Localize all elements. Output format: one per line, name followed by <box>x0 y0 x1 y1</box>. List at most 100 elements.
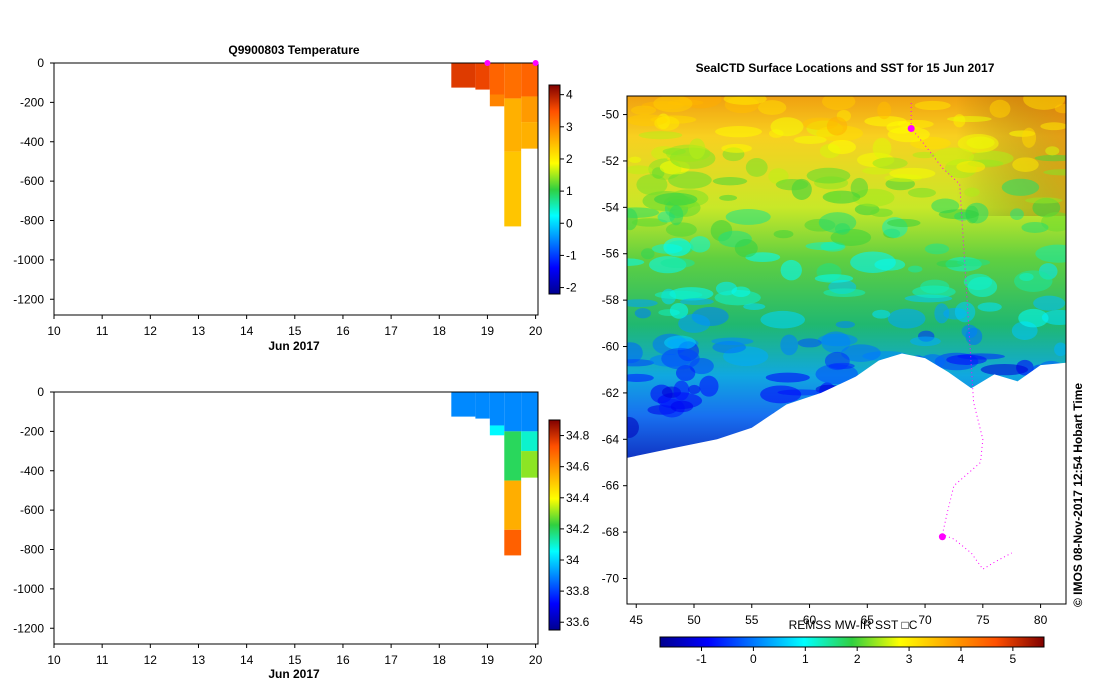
map-colorbar-label: REMSS MW-IR SST □C <box>789 618 918 632</box>
map-colorbar-tick-label: 0 <box>750 652 757 666</box>
lat-tick-label: -70 <box>602 571 620 585</box>
profile-cell <box>521 122 538 149</box>
profile-cell <box>521 96 538 123</box>
y-tick-label: -1000 <box>13 582 44 596</box>
sst-patch <box>966 136 995 149</box>
sst-map-panel: SealCTD Surface Locations and SST for 15… <box>602 61 1085 666</box>
profile-cell <box>475 63 490 90</box>
colorbar-tick-label: 34.2 <box>566 522 590 536</box>
sst-patch <box>1023 96 1065 110</box>
lat-tick-label: -52 <box>602 154 620 168</box>
lat-tick-label: -62 <box>602 386 620 400</box>
sst-patch <box>627 373 654 382</box>
sst-patch <box>980 363 1029 376</box>
profile-cell <box>521 63 538 97</box>
sst-patch <box>957 258 991 267</box>
lat-tick-label: -60 <box>602 340 620 354</box>
sst-patch <box>653 96 693 113</box>
profile-cell <box>504 431 522 481</box>
sst-patch <box>823 288 866 298</box>
sst-patch <box>826 116 848 136</box>
temperature-title: Q9900803 Temperature <box>228 43 360 57</box>
salinity-colorbar-ticks: 33.6 33.8 34 34.2 34.4 34.6 34.8 <box>560 429 590 629</box>
sst-patch <box>654 192 698 206</box>
map-colorbar <box>659 636 1045 648</box>
salinity-colorbar <box>548 419 561 631</box>
sst-patch <box>824 351 850 371</box>
sst-patch <box>1043 169 1066 176</box>
profile-cell <box>504 480 522 530</box>
x-tick-label: 11 <box>96 324 109 338</box>
x-tick-label: 12 <box>144 324 158 338</box>
sst-patch <box>1010 208 1024 220</box>
profile-cell <box>489 63 505 95</box>
sst-patch <box>797 338 822 348</box>
map-colorbar-tick-label: 3 <box>906 652 913 666</box>
salinity-x-axis: 10 11 12 13 14 15 16 17 18 19 20 <box>47 644 543 667</box>
x-tick-label: 20 <box>529 653 543 667</box>
sst-patch <box>933 147 975 166</box>
colorbar-tick-label: -2 <box>566 281 577 295</box>
sst-patch <box>910 336 941 347</box>
y-tick-label: -200 <box>20 424 44 438</box>
sst-patch <box>721 143 752 153</box>
sst-patch <box>914 100 951 111</box>
x-tick-label: 15 <box>288 324 302 338</box>
sst-patch <box>731 286 751 298</box>
colorbar-tick-label: -1 <box>566 248 577 262</box>
sst-patch <box>725 208 771 225</box>
sst-patch <box>815 363 859 385</box>
sst-patch <box>780 334 799 356</box>
map-colorbar-tick-label: 4 <box>958 652 965 666</box>
sst-patch <box>1021 127 1037 148</box>
sst-patch <box>689 236 711 253</box>
sst-patch <box>817 333 858 347</box>
sst-patch <box>1054 342 1066 357</box>
x-tick-label: 10 <box>47 324 61 338</box>
sst-patch <box>668 171 712 189</box>
sst-patch <box>889 167 936 180</box>
y-tick-label: -800 <box>20 214 44 228</box>
sst-patch <box>864 116 907 127</box>
sst-patch <box>627 342 643 364</box>
sst-patch <box>1034 154 1066 162</box>
sst-patch <box>634 308 652 319</box>
sst-patch <box>977 302 1002 312</box>
sst-patch <box>630 105 657 115</box>
sst-patch <box>661 347 700 370</box>
profile-cell <box>504 63 522 99</box>
sst-patch <box>765 372 810 383</box>
profile-cell <box>504 151 522 227</box>
x-tick-label: 14 <box>240 653 254 667</box>
x-tick-label: 17 <box>384 324 398 338</box>
lon-tick-label: 50 <box>687 613 701 627</box>
sst-patch <box>954 301 976 323</box>
sst-patch <box>663 237 691 257</box>
sst-patch <box>1021 221 1049 233</box>
sst-patch <box>1040 122 1066 131</box>
map-colorbar-tick-label: 5 <box>1010 652 1017 666</box>
sst-patch <box>1035 244 1066 263</box>
x-tick-label: 11 <box>96 653 109 667</box>
copyright-note: © IMOS 08-Nov-2017 12:54 Hobart Time <box>1071 383 1085 607</box>
map-colorbar-tick-label: 1 <box>802 652 809 666</box>
sst-patch <box>673 380 690 401</box>
sst-patch <box>1033 295 1066 311</box>
map-colorbar-tick-label: 2 <box>854 652 861 666</box>
colorbar-tick-label: 34.8 <box>566 429 590 443</box>
x-tick-label: 20 <box>529 324 543 338</box>
x-tick-label: 10 <box>47 653 61 667</box>
sst-patch <box>822 190 861 204</box>
sst-patch <box>688 138 706 160</box>
sst-patch <box>946 116 992 123</box>
sst-patch <box>1025 197 1063 204</box>
sst-patch <box>654 290 703 300</box>
sst-patch <box>627 416 639 438</box>
sst-patch <box>670 400 694 413</box>
lat-tick-label: -58 <box>602 293 620 307</box>
lon-tick-label: 45 <box>630 613 644 627</box>
sst-patch <box>874 258 906 271</box>
temperature-y-axis: 0 -200 -400 -600 -800 -1000 -1200 <box>13 56 54 306</box>
map-colorbar-ticks: -1 0 1 2 3 4 5 <box>696 647 1017 666</box>
sst-patch <box>872 137 892 159</box>
